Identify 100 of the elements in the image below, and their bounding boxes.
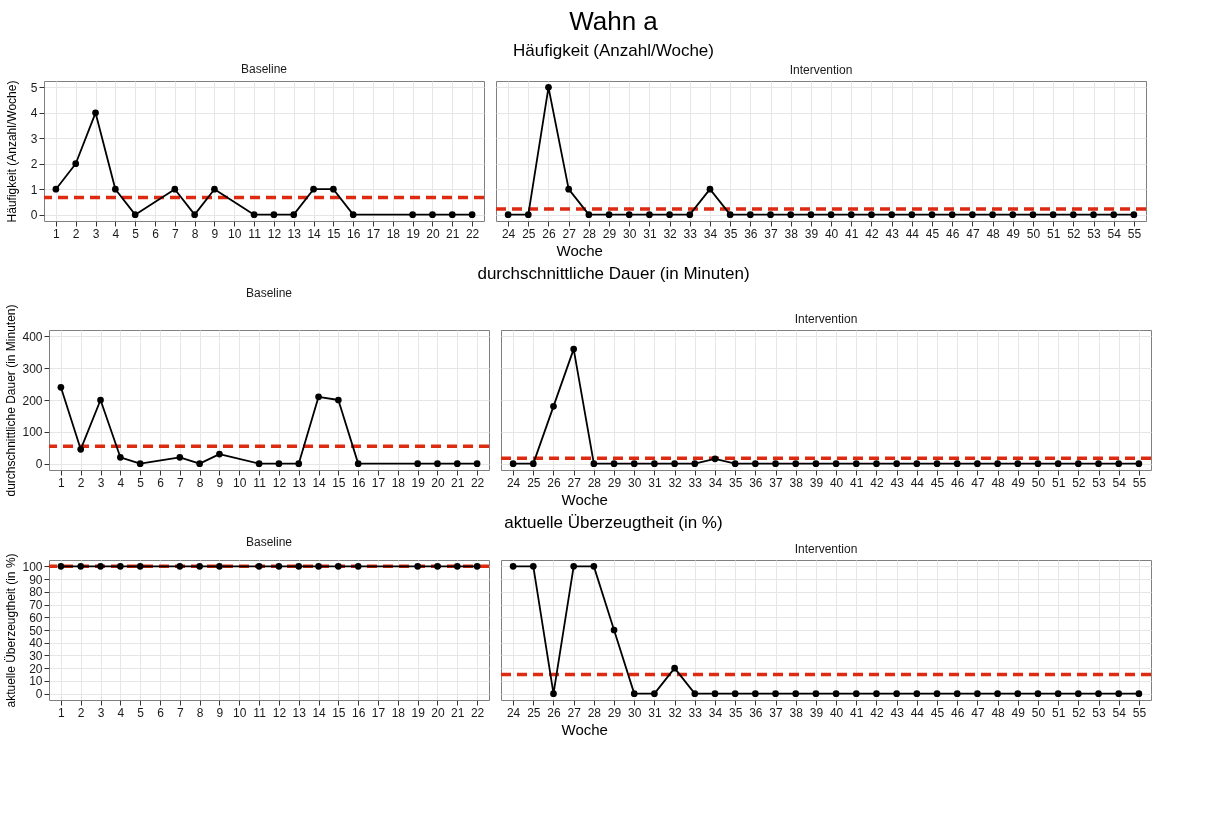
point: [1135, 460, 1143, 467]
point: [651, 460, 658, 467]
x-tick-label: 54: [1112, 475, 1127, 490]
x-tick-label: 45: [925, 226, 940, 241]
point: [590, 563, 598, 570]
x-tick-label: 53: [1087, 226, 1102, 241]
point: [1074, 460, 1082, 467]
point: [448, 211, 456, 218]
y-axis-title: aktuelle Überzeugtheit (in %): [4, 553, 19, 708]
x-tick-label: 35: [728, 475, 743, 490]
x-tick-label: 20: [431, 705, 445, 720]
y-tick-label: 5: [30, 80, 38, 95]
point: [651, 690, 658, 697]
x-tick-label: 26: [542, 226, 556, 241]
y-axis-title: durchschnittliche Dauer (in Minuten): [4, 304, 19, 497]
x-tick-label: 42: [870, 705, 884, 720]
x-tick-label: 51: [1051, 705, 1066, 720]
point: [691, 460, 699, 467]
x-tick-label: 6: [157, 705, 165, 720]
x-axis-title: Woche: [561, 720, 608, 738]
point: [671, 460, 678, 467]
x-tick-label: 16: [352, 475, 366, 490]
x-tick-label: 21: [446, 226, 460, 241]
point: [913, 690, 921, 697]
point: [57, 383, 65, 391]
x-tick-label: 4: [117, 705, 125, 720]
point: [529, 563, 537, 570]
x-tick-label: 19: [411, 705, 426, 720]
x-tick-label: 1: [53, 226, 61, 241]
x-tick-label: 46: [951, 475, 965, 490]
point: [176, 453, 184, 461]
x-tick-label: 35: [728, 705, 743, 720]
point: [711, 690, 719, 697]
x-tick-label: 39: [809, 475, 824, 490]
x-tick-label: 27: [567, 475, 582, 490]
x-tick-label: 32: [663, 226, 678, 241]
point: [1034, 690, 1042, 697]
x-tick-label: 36: [749, 705, 763, 720]
x-tick-label: 42: [870, 475, 884, 490]
point: [1034, 460, 1042, 467]
chart-title: Intervention: [794, 312, 858, 326]
x-tick-label: 36: [749, 475, 763, 490]
y-tick-label: 90: [29, 572, 43, 587]
x-tick-label: 29: [607, 705, 622, 720]
y-tick-label: 4: [30, 106, 38, 121]
point: [409, 211, 416, 218]
text: Wahn a: [568, 6, 659, 37]
point: [671, 664, 678, 672]
x-tick-label: 19: [411, 475, 426, 490]
x-tick-label: 9: [216, 475, 224, 490]
x-tick-label: 45: [930, 705, 945, 720]
x-tick-label: 5: [132, 226, 140, 241]
point: [953, 690, 961, 697]
x-tick-label: 55: [1132, 475, 1147, 490]
x-tick-label: 47: [971, 475, 985, 490]
point: [590, 460, 598, 467]
x-tick-label: 12: [267, 226, 282, 241]
x-tick-label: 31: [648, 705, 662, 720]
chart-title: Intervention: [794, 542, 858, 556]
y-tick-label: 0: [30, 208, 38, 223]
point: [414, 460, 421, 467]
x-tick-label: 22: [470, 705, 485, 720]
x-tick-label: 1: [58, 475, 66, 490]
x-tick-label: 50: [1026, 226, 1041, 241]
x-tick-label: 22: [465, 226, 480, 241]
x-tick-label: 41: [850, 475, 864, 490]
x-tick-label: 3: [97, 705, 105, 720]
point: [751, 690, 759, 697]
point: [974, 690, 981, 697]
x-tick-label: 25: [522, 226, 536, 241]
x-tick-label: 38: [789, 475, 804, 490]
x-tick-label: 17: [366, 226, 381, 241]
y-tick-label: 80: [29, 585, 43, 600]
point: [792, 460, 800, 467]
text: durchschnittliche Dauer (in Minuten): [476, 264, 751, 284]
point: [52, 185, 60, 193]
x-tick-label: 27: [567, 705, 582, 720]
x-tick-label: 37: [764, 226, 779, 241]
point: [1135, 690, 1143, 697]
x-tick-label: 10: [228, 226, 242, 241]
x-tick-label: 45: [930, 475, 945, 490]
point: [295, 460, 303, 467]
point: [191, 211, 198, 218]
x-tick-label: 15: [332, 705, 346, 720]
chart-title: Baseline: [245, 534, 293, 549]
point: [893, 690, 901, 697]
point: [812, 460, 820, 467]
point: [1054, 690, 1062, 697]
point: [136, 460, 144, 467]
point: [315, 393, 322, 401]
x-tick-label: 35: [723, 226, 738, 241]
y-axis-title: Häufigkeit (Anzahl/Woche): [4, 80, 19, 223]
y-tick-label: 100: [22, 425, 43, 440]
x-tick-label: 8: [191, 226, 199, 241]
x-tick-label: 14: [312, 705, 327, 720]
x-tick-label: 8: [196, 475, 204, 490]
x-tick-label: 49: [1006, 226, 1021, 241]
x-tick-label: 26: [547, 705, 561, 720]
x-tick-label: 5: [137, 705, 145, 720]
x-tick-label: 2: [77, 475, 85, 490]
